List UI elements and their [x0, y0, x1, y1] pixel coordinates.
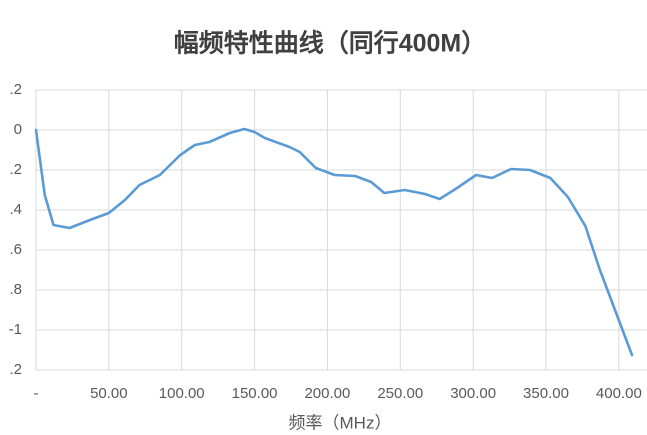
x-tick-label: 200.00 — [304, 385, 350, 402]
y-tick-label: 0 — [14, 121, 22, 138]
y-tick-label: .2 — [9, 361, 22, 378]
y-tick-label: .8 — [9, 281, 22, 298]
y-tick-label: .6 — [9, 241, 22, 258]
y-tick-label: .2 — [9, 81, 22, 98]
x-tick-label: 250.00 — [377, 385, 423, 402]
x-tick-label: 50.00 — [90, 385, 128, 402]
data-line — [34, 127, 634, 357]
x-tick-label: 150.00 — [232, 385, 278, 402]
y-tick-label: .2 — [9, 161, 22, 178]
chart-title: 幅频特性曲线（同行400M） — [174, 29, 487, 58]
x-tick-label: 400.00 — [596, 385, 642, 402]
x-tick-label: 100.00 — [159, 385, 205, 402]
x-tick-label: 350.00 — [523, 385, 569, 402]
x-tick-label: - — [34, 385, 39, 402]
y-tick-label: .4 — [9, 201, 22, 218]
x-tick-label: 300.00 — [450, 385, 496, 402]
x-axis-label: 频率（MHz） — [289, 413, 392, 432]
y-tick-label: -1 — [9, 321, 22, 338]
